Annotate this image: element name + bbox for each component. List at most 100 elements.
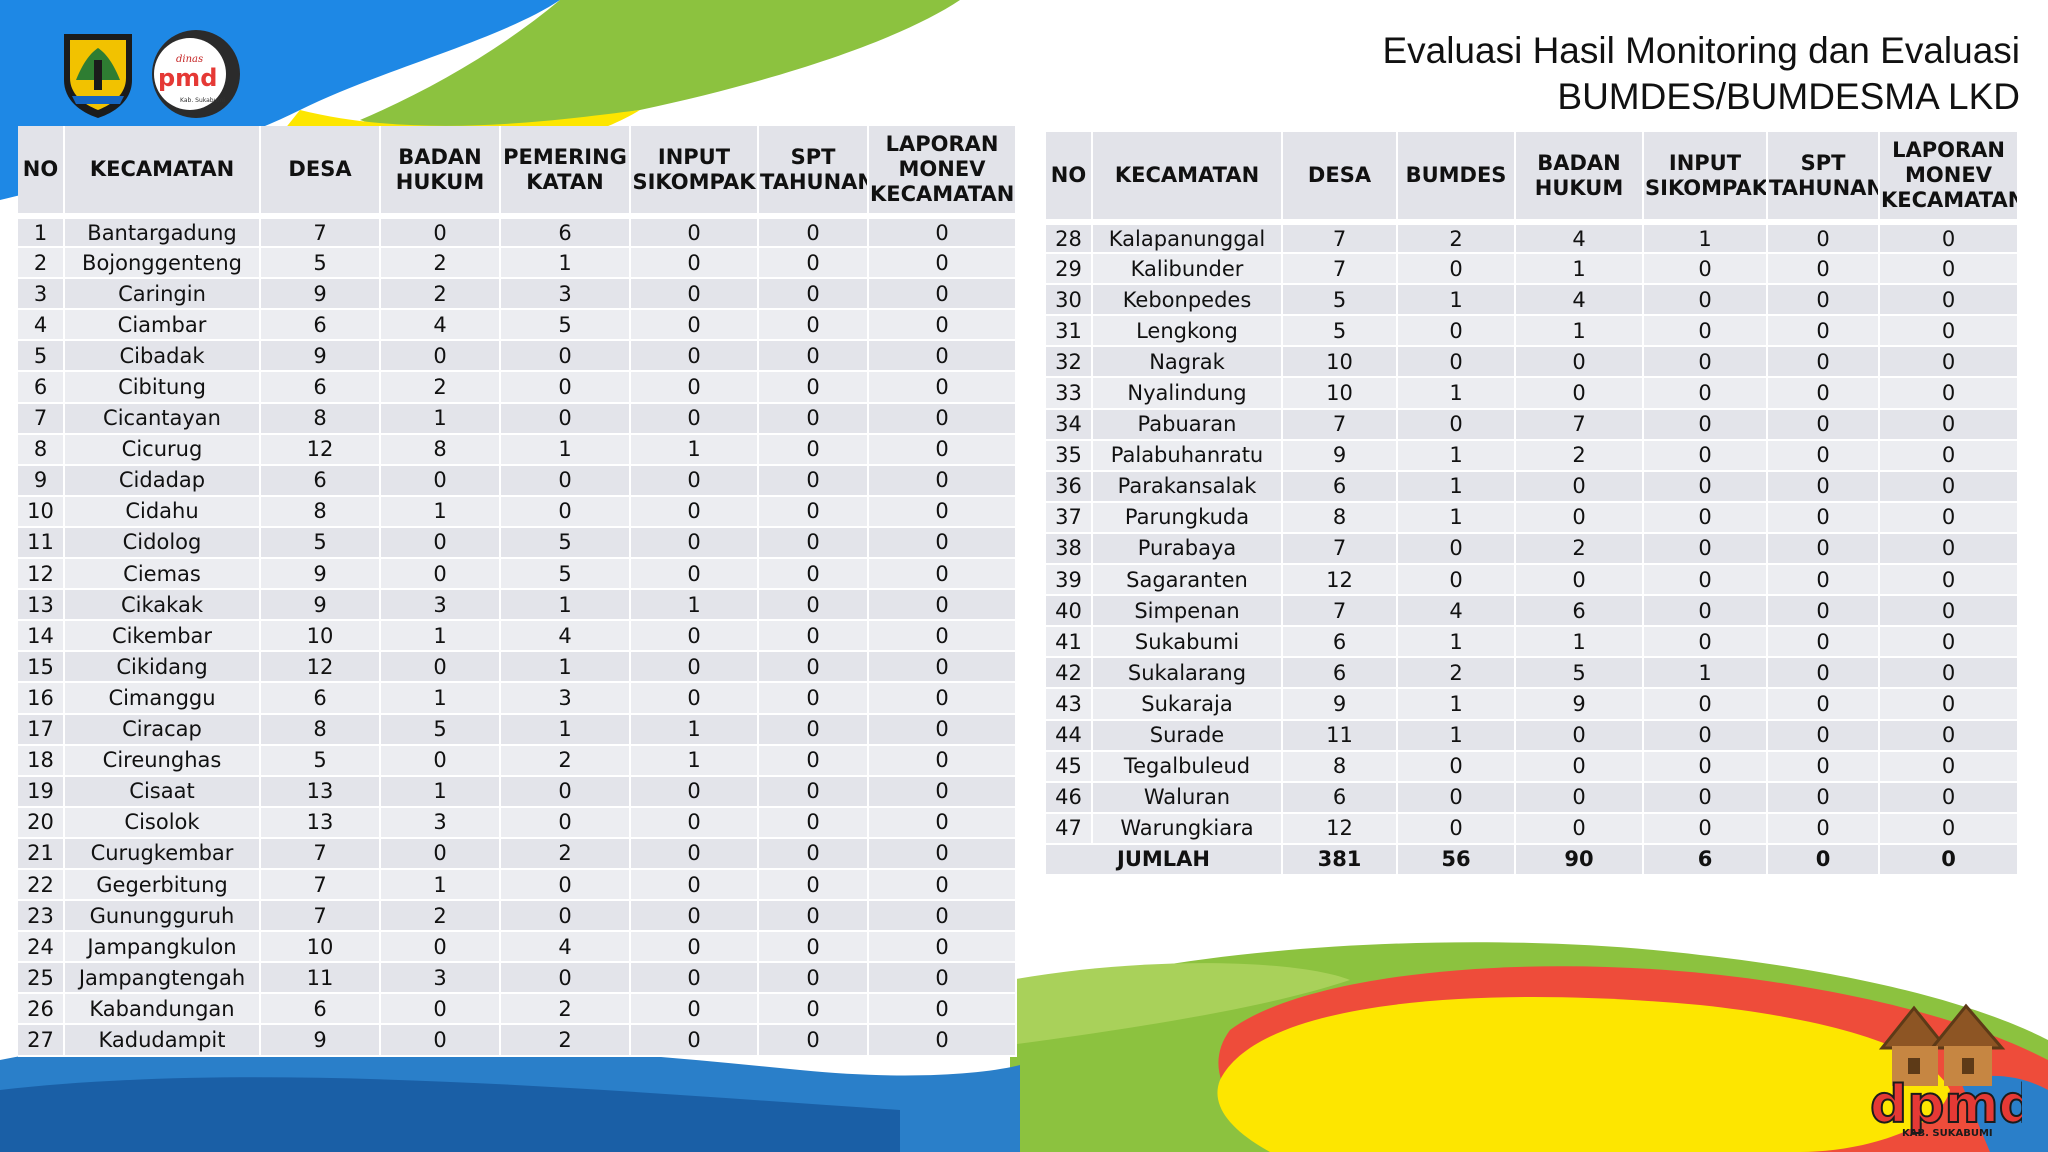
cell-desa: 12 (260, 433, 381, 466)
header-col5: PEMERING KATAN (500, 126, 631, 219)
cell-kecamatan: Cidadap (64, 464, 261, 497)
cell-col4: 1 (1397, 688, 1516, 721)
cell-kecamatan: Cireunghas (64, 744, 261, 777)
cell-col4: 0 (380, 931, 501, 964)
dpmd-text: dpmd (1870, 1075, 2022, 1135)
dinas-text: dinas (176, 54, 203, 65)
table-row: 34 Pabuaran 7 0 7 0 0 0 (1046, 408, 2019, 441)
cell-col5: 2 (1515, 532, 1644, 566)
table-row: 17 Ciracap 8 5 1 1 0 0 (18, 713, 1017, 746)
total-col6: 6 (1643, 843, 1768, 876)
cell-no: 6 (18, 371, 65, 404)
cell-col8: 0 (1879, 253, 2019, 286)
cell-desa: 6 (260, 371, 381, 404)
cell-kecamatan: Waluran (1092, 781, 1283, 814)
table-row: 16 Cimanggu 6 1 3 0 0 0 (18, 682, 1017, 715)
cell-col8: 0 (868, 993, 1017, 1026)
cell-col4: 0 (1397, 408, 1516, 441)
cell-col6: 1 (630, 713, 759, 746)
table-row: 35 Palabuhanratu 9 1 2 0 0 0 (1046, 439, 2019, 472)
total-col8: 0 (1879, 843, 2019, 876)
cell-no: 3 (18, 278, 65, 311)
cell-col5: 0 (500, 900, 631, 933)
cell-col8: 0 (868, 806, 1017, 839)
cell-no: 37 (1046, 501, 1093, 534)
cell-col5: 0 (500, 806, 631, 839)
cell-no: 17 (18, 713, 65, 746)
cell-kecamatan: Curugkembar (64, 837, 261, 870)
cell-col7: 0 (758, 495, 869, 528)
cell-col4: 0 (1397, 564, 1516, 597)
cell-col7: 0 (1767, 657, 1880, 690)
cell-kecamatan: Ciambar (64, 309, 261, 342)
cell-col7: 0 (758, 402, 869, 435)
cell-col5: 2 (500, 744, 631, 777)
table-row: 7 Cicantayan 8 1 0 0 0 0 (18, 402, 1017, 435)
cell-kecamatan: Simpenan (1092, 595, 1283, 628)
cell-col8: 0 (1879, 750, 2019, 783)
cell-col6: 0 (1643, 346, 1768, 379)
cell-kecamatan: Sukalarang (1092, 657, 1283, 690)
table-row: 10 Cidahu 8 1 0 0 0 0 (18, 495, 1017, 528)
cell-no: 39 (1046, 564, 1093, 597)
cell-col4: 0 (1397, 346, 1516, 379)
cell-col8: 0 (868, 837, 1017, 870)
table-row: 33 Nyalindung 10 1 0 0 0 0 (1046, 377, 2019, 410)
table-row: 43 Sukaraja 9 1 9 0 0 0 (1046, 688, 2019, 721)
pmd-text: pmd (158, 64, 217, 92)
cell-col4: 0 (1397, 781, 1516, 814)
cell-col4: 0 (380, 526, 501, 560)
cell-col5: 2 (1515, 439, 1644, 472)
table-row: 28 Kalapanunggal 7 2 4 1 0 0 (1046, 222, 2019, 255)
cell-col6: 0 (630, 526, 759, 560)
table-row: 24 Jampangkulon 10 0 4 0 0 0 (18, 931, 1017, 964)
cell-kecamatan: Sagaranten (1092, 564, 1283, 597)
cell-col8: 0 (868, 900, 1017, 933)
header-col8: LAPORAN MONEV KECAMATAN (868, 126, 1017, 219)
cell-col4: 0 (380, 1024, 501, 1057)
cell-desa: 7 (260, 868, 381, 902)
table-row: 9 Cidadap 6 0 0 0 0 0 (18, 464, 1017, 497)
cell-col5: 0 (500, 868, 631, 902)
cell-col4: 0 (1397, 532, 1516, 566)
cell-kecamatan: Ciemas (64, 558, 261, 591)
cell-kecamatan: Warungkiara (1092, 812, 1283, 845)
cell-col8: 0 (868, 589, 1017, 622)
cell-col4: 1 (1397, 719, 1516, 752)
cell-col8: 0 (1879, 346, 2019, 379)
cell-desa: 10 (260, 931, 381, 964)
cell-no: 14 (18, 620, 65, 653)
cell-desa: 5 (260, 526, 381, 560)
table-row: 42 Sukalarang 6 2 5 1 0 0 (1046, 657, 2019, 690)
cell-col6: 0 (630, 495, 759, 528)
cell-col6: 0 (1643, 439, 1768, 472)
cell-col8: 0 (868, 278, 1017, 311)
table-kecamatan-1-27: NO KECAMATAN DESA BADAN HUKUM PEMERING KATAN… (18, 126, 1017, 1057)
cell-col7: 0 (1767, 532, 1880, 566)
cell-desa: 6 (1282, 657, 1398, 690)
cell-col4: 1 (1397, 626, 1516, 659)
table-row: 26 Kabandungan 6 0 2 0 0 0 (18, 993, 1017, 1026)
cell-no: 40 (1046, 595, 1093, 628)
cell-no: 12 (18, 558, 65, 591)
table-row: 36 Parakansalak 6 1 0 0 0 0 (1046, 470, 2019, 503)
cell-col4: 2 (1397, 657, 1516, 690)
cell-desa: 7 (260, 900, 381, 933)
cell-col7: 0 (758, 278, 869, 311)
cell-no: 15 (18, 651, 65, 684)
cell-kecamatan: Cikidang (64, 651, 261, 684)
cell-col7: 0 (758, 900, 869, 933)
cell-kecamatan: Sukaraja (1092, 688, 1283, 721)
header-row: NO KECAMATAN DESA BUMDES BADAN HUKUM INPUT SI… (1046, 132, 2019, 225)
cell-col7: 0 (1767, 284, 1880, 317)
cell-col6: 0 (1643, 532, 1768, 566)
cell-col7: 0 (758, 775, 869, 808)
table-row: 45 Tegalbuleud 8 0 0 0 0 0 (1046, 750, 2019, 783)
cell-no: 32 (1046, 346, 1093, 379)
cell-col7: 0 (1767, 501, 1880, 534)
cell-col6: 0 (630, 962, 759, 995)
cell-desa: 5 (260, 744, 381, 777)
cell-col4: 8 (380, 433, 501, 466)
cell-col8: 0 (868, 464, 1017, 497)
cell-col5: 0 (1515, 501, 1644, 534)
